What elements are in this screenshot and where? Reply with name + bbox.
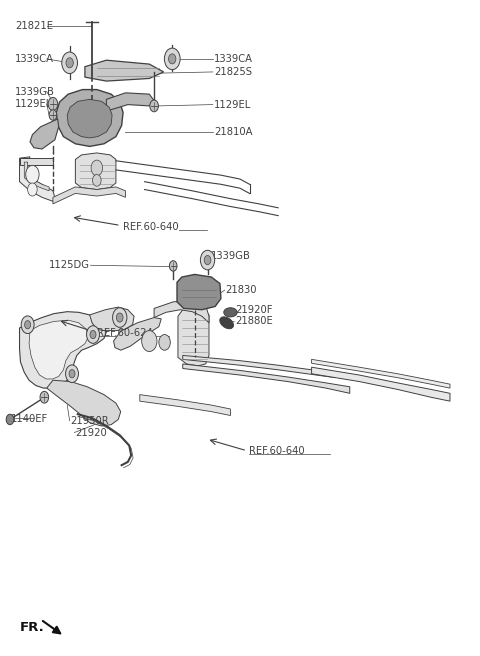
Polygon shape <box>140 395 230 415</box>
Text: 21920F: 21920F <box>235 304 273 315</box>
Ellipse shape <box>220 317 233 329</box>
Circle shape <box>169 260 177 271</box>
Circle shape <box>69 369 75 378</box>
Circle shape <box>28 183 37 196</box>
Text: REF.60-640: REF.60-640 <box>249 446 304 456</box>
Polygon shape <box>20 312 107 388</box>
Text: 21920: 21920 <box>75 428 107 438</box>
Polygon shape <box>178 306 209 366</box>
Polygon shape <box>47 380 120 426</box>
Text: 1140EF: 1140EF <box>11 415 48 424</box>
Circle shape <box>91 160 103 176</box>
Polygon shape <box>312 359 450 388</box>
Text: 1339GB: 1339GB <box>15 87 55 96</box>
Circle shape <box>86 326 99 343</box>
Circle shape <box>6 414 14 424</box>
Circle shape <box>40 392 48 403</box>
Polygon shape <box>90 307 134 331</box>
Circle shape <box>66 58 73 68</box>
Circle shape <box>142 331 157 352</box>
Circle shape <box>24 321 31 329</box>
Polygon shape <box>20 158 53 165</box>
Text: 1339GB: 1339GB <box>211 251 251 261</box>
Polygon shape <box>154 300 209 323</box>
Circle shape <box>168 54 176 64</box>
Polygon shape <box>114 318 161 350</box>
Text: 1129EL: 1129EL <box>15 99 52 109</box>
Circle shape <box>150 100 158 112</box>
Circle shape <box>49 110 57 120</box>
Polygon shape <box>30 119 59 149</box>
Circle shape <box>200 251 215 270</box>
Polygon shape <box>24 162 49 191</box>
Text: 21950R: 21950R <box>71 416 109 426</box>
Polygon shape <box>177 274 221 310</box>
Circle shape <box>62 52 77 73</box>
Circle shape <box>113 308 127 327</box>
Polygon shape <box>67 99 112 138</box>
Polygon shape <box>29 320 88 379</box>
Text: 21825S: 21825S <box>214 67 252 77</box>
Text: 1339CA: 1339CA <box>15 54 54 64</box>
Polygon shape <box>107 93 154 111</box>
Polygon shape <box>312 367 450 401</box>
Text: 21830: 21830 <box>226 285 257 295</box>
Text: FR.: FR. <box>20 621 44 634</box>
Circle shape <box>116 313 123 322</box>
Text: 21821E: 21821E <box>15 21 53 31</box>
Polygon shape <box>56 90 123 146</box>
Polygon shape <box>183 356 336 378</box>
Polygon shape <box>183 364 350 394</box>
Polygon shape <box>75 153 116 190</box>
Circle shape <box>66 365 78 382</box>
Circle shape <box>26 165 39 184</box>
Circle shape <box>90 331 96 338</box>
Text: 1125DG: 1125DG <box>48 260 90 270</box>
Circle shape <box>159 335 170 350</box>
Circle shape <box>204 255 211 264</box>
Polygon shape <box>53 187 125 204</box>
Text: REF.60-640: REF.60-640 <box>123 222 179 232</box>
Polygon shape <box>85 60 164 81</box>
Ellipse shape <box>224 308 237 317</box>
Text: REF.60-624: REF.60-624 <box>97 327 153 338</box>
Circle shape <box>48 97 58 110</box>
Text: 1339CA: 1339CA <box>214 54 253 64</box>
Text: 21880E: 21880E <box>235 316 273 327</box>
Polygon shape <box>20 157 55 201</box>
Text: 21810A: 21810A <box>214 127 252 137</box>
Circle shape <box>93 174 101 186</box>
Text: 1129EL: 1129EL <box>214 100 251 110</box>
Circle shape <box>164 48 180 70</box>
Circle shape <box>21 316 34 333</box>
